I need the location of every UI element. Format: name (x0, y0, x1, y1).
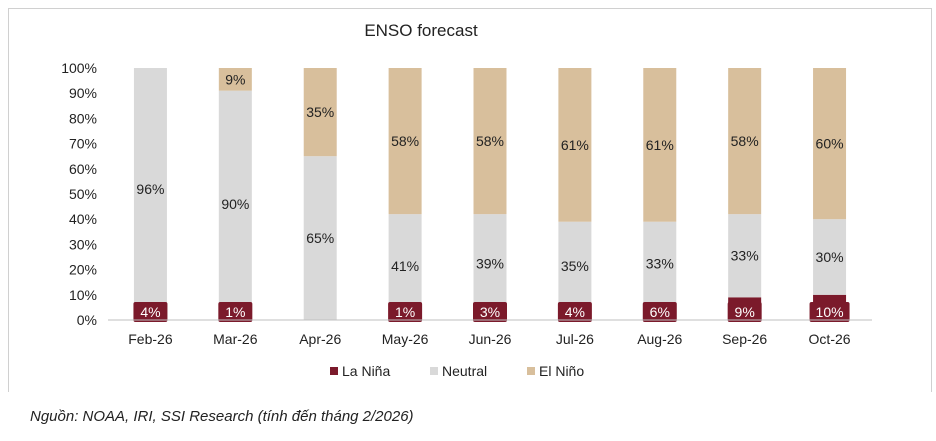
bar-segment-neutral (218, 90, 252, 318)
la-nina-badge (557, 302, 592, 322)
data-label: 6% (650, 304, 670, 320)
data-label: 10% (816, 304, 844, 320)
legend-swatch (527, 367, 535, 375)
data-label: 9% (735, 304, 755, 320)
data-label: 9% (225, 71, 245, 87)
x-tick-label: Feb-26 (128, 331, 173, 347)
data-label: 60% (816, 136, 844, 152)
y-tick-label: 30% (69, 236, 97, 252)
bar-segment-neutral (303, 156, 337, 320)
bar-segment-el-ni-o (813, 68, 847, 220)
y-tick-label: 40% (69, 211, 97, 227)
data-label: 65% (306, 230, 334, 246)
data-label: 4% (565, 304, 585, 320)
la-nina-badge (133, 302, 168, 322)
la-nina-badge (642, 302, 677, 322)
legend-swatch (330, 367, 338, 375)
x-tick-label: Sep-26 (722, 331, 767, 347)
y-tick-label: 80% (69, 110, 97, 126)
data-label: 4% (140, 304, 160, 320)
y-tick-label: 50% (69, 186, 97, 202)
la-nina-badge (809, 302, 850, 322)
y-tick-label: 100% (61, 60, 97, 76)
data-label: 3% (480, 304, 500, 320)
y-tick-label: 0% (77, 312, 97, 328)
y-tick-label: 20% (69, 262, 97, 278)
data-label: 35% (306, 104, 334, 120)
x-tick-label: Apr-26 (299, 331, 341, 347)
bar-segment-neutral (728, 214, 762, 298)
data-label: 96% (136, 181, 164, 197)
y-tick-label: 90% (69, 85, 97, 101)
data-label: 30% (816, 249, 844, 265)
legend-label: La Niña (342, 363, 390, 379)
bar-segment-el-ni-o (218, 68, 252, 91)
la-nina-badge (473, 302, 507, 322)
data-label: 58% (391, 133, 419, 149)
la-nina-badge (218, 302, 253, 322)
y-tick-label: 10% (69, 287, 97, 303)
x-tick-label: May-26 (382, 331, 429, 347)
x-tick-label: Oct-26 (809, 331, 851, 347)
bar-segment-neutral (473, 214, 507, 313)
bar-segment-neutral (813, 219, 847, 295)
data-label: 33% (731, 248, 759, 264)
data-label: 61% (561, 137, 589, 153)
chart-frame (8, 8, 932, 392)
data-label: 61% (646, 137, 674, 153)
x-tick-label: Jun-26 (469, 331, 512, 347)
data-label: 58% (476, 133, 504, 149)
data-label: 1% (395, 304, 415, 320)
legend-label: Neutral (442, 363, 487, 379)
data-label: 39% (476, 255, 504, 271)
legend-label: El Niño (539, 363, 584, 379)
bar-segment-neutral (558, 221, 592, 310)
bar-segment-neutral (643, 221, 677, 305)
bar-segment-el-ni-o (303, 68, 337, 157)
chart-title: ENSO forecast (364, 21, 478, 40)
y-tick-label: 70% (69, 136, 97, 152)
data-label: 33% (646, 255, 674, 271)
y-tick-label: 60% (69, 161, 97, 177)
la-nina-badge (388, 302, 423, 322)
data-label: 1% (225, 304, 245, 320)
enso-forecast-chart: ENSO forecast 0% 10% 20% 30% 40% 50% 60% 70% 80% 9… (61, 21, 872, 379)
data-label: 58% (731, 133, 759, 149)
data-label: 90% (221, 196, 249, 212)
x-tick-label: Aug-26 (637, 331, 682, 347)
x-tick-label: Mar-26 (213, 331, 258, 347)
bar-segment-el-ni-o (643, 68, 677, 222)
source-note: Nguồn: NOAA, IRI, SSI Research (tính đến… (30, 408, 414, 425)
legend-swatch (430, 367, 438, 375)
bar-segment-el-ni-o (388, 68, 422, 215)
bar-segment-el-ni-o (558, 68, 592, 222)
bar-segment-el-ni-o (473, 68, 507, 215)
x-tick-label: Jul-26 (556, 331, 594, 347)
data-label: 41% (391, 258, 419, 274)
bar-segment-neutral (388, 214, 422, 318)
data-label: 35% (561, 258, 589, 274)
la-nina-badge (727, 302, 762, 322)
bar-segment-el-ni-o (728, 68, 762, 215)
bar-segment-neutral (133, 68, 167, 310)
